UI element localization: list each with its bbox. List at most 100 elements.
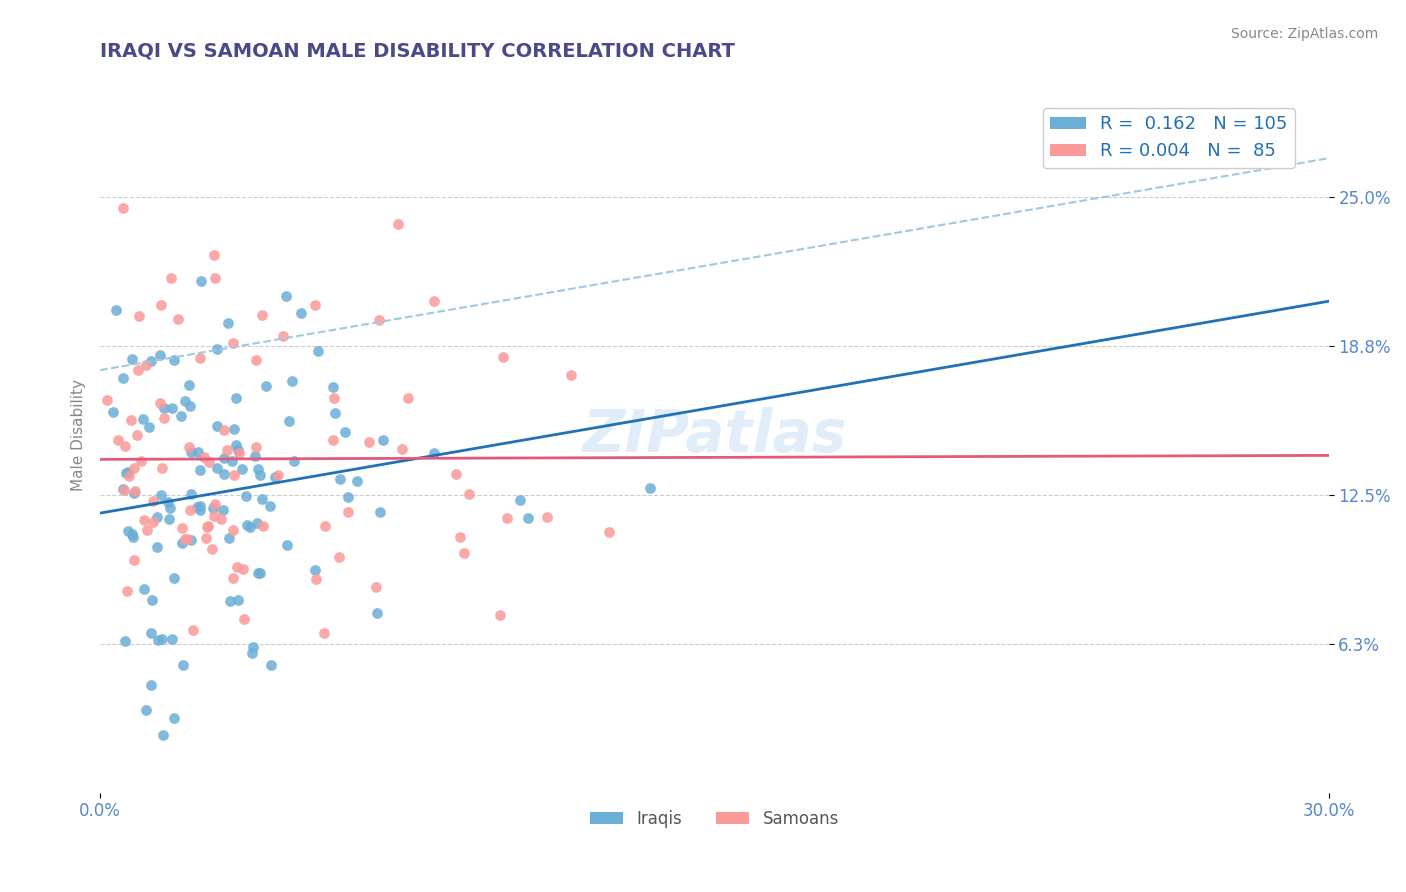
Point: [202, 248, 225, 262]
Point: [218, 594, 240, 608]
Point: [148, 632, 170, 647]
Point: [153, 401, 176, 415]
Point: [218, 531, 240, 545]
Point: [312, 626, 335, 640]
Point: [371, 433, 394, 447]
Point: [212, 450, 235, 465]
Point: [120, 413, 142, 427]
Point: [157, 512, 180, 526]
Point: [152, 728, 174, 742]
Point: [190, 499, 212, 513]
Point: [243, 449, 266, 463]
Point: [205, 343, 228, 357]
Point: [333, 425, 356, 440]
Point: [121, 527, 143, 541]
Point: [188, 463, 211, 477]
Point: [225, 437, 247, 451]
Point: [314, 519, 336, 533]
Point: [132, 582, 155, 596]
Point: [128, 309, 150, 323]
Point: [366, 607, 388, 621]
Point: [172, 535, 194, 549]
Point: [536, 510, 558, 524]
Y-axis label: Male Disability: Male Disability: [72, 379, 86, 491]
Point: [180, 533, 202, 548]
Point: [368, 505, 391, 519]
Point: [138, 419, 160, 434]
Point: [114, 634, 136, 648]
Point: [336, 490, 359, 504]
Point: [231, 562, 253, 576]
Point: [129, 453, 152, 467]
Point: [150, 460, 173, 475]
Point: [201, 542, 224, 557]
Point: [336, 506, 359, 520]
Point: [179, 399, 201, 413]
Point: [197, 519, 219, 533]
Point: [146, 541, 169, 555]
Point: [444, 467, 467, 482]
Point: [188, 351, 211, 365]
Point: [305, 572, 328, 586]
Point: [396, 391, 419, 405]
Point: [638, 481, 661, 495]
Point: [422, 294, 444, 309]
Point: [226, 559, 249, 574]
Point: [172, 657, 194, 672]
Point: [169, 409, 191, 423]
Point: [283, 454, 305, 468]
Point: [150, 632, 173, 646]
Point: [368, 312, 391, 326]
Point: [177, 440, 200, 454]
Point: [204, 497, 226, 511]
Point: [202, 508, 225, 523]
Point: [198, 455, 221, 469]
Point: [180, 487, 202, 501]
Point: [267, 467, 290, 482]
Point: [135, 523, 157, 537]
Point: [277, 414, 299, 428]
Point: [188, 503, 211, 517]
Point: [141, 592, 163, 607]
Point: [509, 492, 531, 507]
Point: [346, 474, 368, 488]
Point: [179, 503, 201, 517]
Point: [212, 502, 235, 516]
Point: [222, 422, 245, 436]
Point: [214, 423, 236, 437]
Point: [205, 461, 228, 475]
Point: [173, 394, 195, 409]
Point: [247, 566, 270, 580]
Point: [387, 217, 409, 231]
Point: [132, 412, 155, 426]
Point: [127, 363, 149, 377]
Point: [141, 678, 163, 692]
Point: [252, 308, 274, 322]
Point: [117, 465, 139, 479]
Point: [112, 483, 135, 497]
Point: [145, 510, 167, 524]
Point: [328, 549, 350, 564]
Point: [357, 435, 380, 450]
Point: [322, 392, 344, 406]
Point: [245, 440, 267, 454]
Point: [246, 516, 269, 530]
Point: [249, 467, 271, 482]
Point: [149, 348, 172, 362]
Point: [122, 530, 145, 544]
Point: [193, 450, 215, 464]
Point: [170, 521, 193, 535]
Point: [231, 462, 253, 476]
Point: [163, 711, 186, 725]
Point: [517, 511, 540, 525]
Point: [135, 359, 157, 373]
Point: [122, 486, 145, 500]
Point: [458, 487, 481, 501]
Point: [124, 483, 146, 498]
Point: [217, 316, 239, 330]
Point: [233, 612, 256, 626]
Point: [96, 393, 118, 408]
Point: [422, 446, 444, 460]
Point: [322, 380, 344, 394]
Point: [274, 288, 297, 302]
